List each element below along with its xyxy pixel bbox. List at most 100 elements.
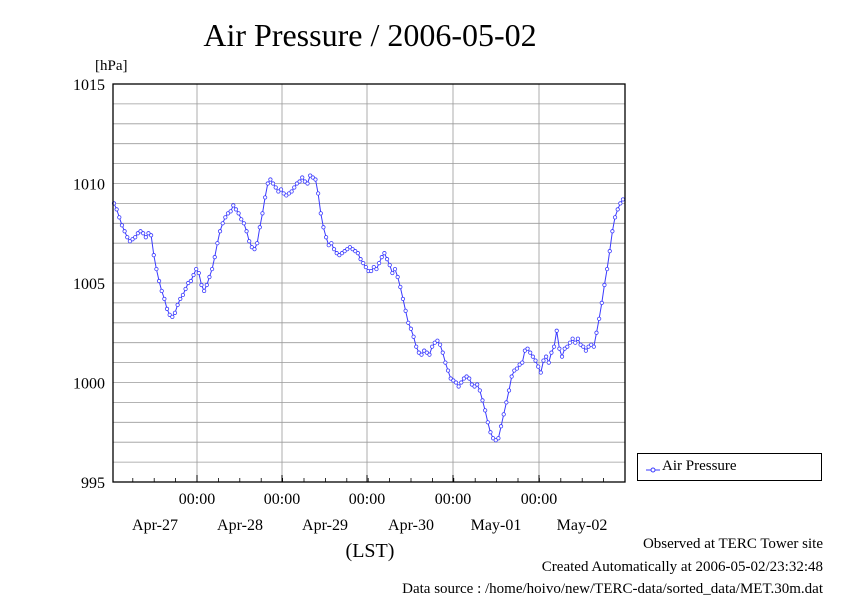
data-point xyxy=(551,344,557,349)
data-point xyxy=(390,270,395,276)
data-point xyxy=(199,282,204,288)
data-point xyxy=(180,292,186,298)
legend: Air Pressure xyxy=(637,453,822,481)
axis-ticks xyxy=(132,475,626,482)
data-point xyxy=(196,270,201,276)
data-point xyxy=(149,233,154,238)
data-point xyxy=(146,231,151,236)
data-point xyxy=(138,229,143,234)
data-point xyxy=(411,334,416,339)
data-point xyxy=(117,215,122,220)
data-point xyxy=(186,280,191,286)
data-point xyxy=(334,251,339,256)
data-point xyxy=(289,189,294,194)
data-point xyxy=(453,380,459,385)
data-point xyxy=(172,310,178,315)
data-point xyxy=(263,195,268,200)
data-point xyxy=(400,296,406,302)
data-point xyxy=(544,354,549,359)
y-tick-labels: 995 1000 1005 1010 1015 xyxy=(73,77,105,492)
x-date-label: Apr-29 xyxy=(302,517,348,534)
data-point xyxy=(451,378,456,383)
data-point xyxy=(194,266,199,272)
data-point xyxy=(326,243,331,248)
data-point xyxy=(602,282,607,288)
data-point xyxy=(445,368,451,373)
data-point xyxy=(536,364,541,369)
data-point xyxy=(422,348,427,353)
data-point xyxy=(567,340,573,345)
y-axis-unit-label: [hPa] xyxy=(95,58,128,74)
data-point xyxy=(554,328,559,333)
data-point xyxy=(586,344,591,349)
x-date-label: Apr-27 xyxy=(132,517,178,534)
data-point xyxy=(414,344,419,349)
data-point xyxy=(371,264,376,270)
data-point xyxy=(416,350,421,355)
data-point xyxy=(599,300,604,305)
chart-title: Air Pressure / 2006-05-02 xyxy=(203,17,536,53)
data-point xyxy=(265,181,270,186)
data-point xyxy=(281,191,286,196)
data-point xyxy=(170,314,175,319)
data-point xyxy=(456,384,461,389)
data-point xyxy=(164,306,170,311)
data-point xyxy=(342,249,347,254)
data-point xyxy=(310,175,315,180)
data-point xyxy=(188,278,193,284)
data-point xyxy=(159,288,164,294)
data-point xyxy=(369,268,374,274)
data-point xyxy=(583,348,588,353)
data-point xyxy=(565,344,570,349)
data-point xyxy=(302,179,307,184)
data-point xyxy=(379,255,384,260)
data-point xyxy=(437,342,443,347)
plot-frame xyxy=(112,83,626,483)
x-time-label: 00:00 xyxy=(435,491,471,508)
data-point xyxy=(493,438,498,443)
data-point xyxy=(520,360,525,365)
data-point xyxy=(475,382,480,387)
data-point xyxy=(594,330,599,335)
data-point xyxy=(154,266,159,272)
data-point xyxy=(488,430,493,435)
data-point xyxy=(236,211,241,216)
data-point xyxy=(559,354,565,359)
data-point xyxy=(268,177,273,182)
data-point xyxy=(506,388,512,393)
data-point xyxy=(143,235,148,240)
data-point xyxy=(392,266,398,272)
data-point xyxy=(530,354,535,359)
data-point xyxy=(517,362,522,367)
data-point xyxy=(297,179,302,184)
data-point xyxy=(217,229,223,234)
data-point xyxy=(260,211,265,216)
data-point xyxy=(620,197,626,202)
data-point xyxy=(318,211,323,216)
y-tick-label: 1015 xyxy=(73,77,105,94)
data-point xyxy=(618,201,623,206)
data-point xyxy=(212,255,217,260)
source-note: Data source : /home/hoivo/new/TERC-data/… xyxy=(402,581,823,597)
data-point xyxy=(353,249,358,254)
data-point xyxy=(273,185,278,190)
data-point xyxy=(127,239,133,244)
data-point xyxy=(464,374,469,379)
data-point xyxy=(278,187,284,192)
data-point xyxy=(358,257,363,262)
x-time-label: 00:00 xyxy=(521,491,557,508)
data-point xyxy=(490,436,496,441)
data-point xyxy=(387,262,392,268)
created-note: Created Automatically at 2006-05-02/23:3… xyxy=(541,559,823,575)
data-point xyxy=(141,231,146,236)
x-date-label: Apr-28 xyxy=(217,517,263,534)
y-tick-label: 1010 xyxy=(73,177,105,194)
data-point xyxy=(313,177,318,182)
data-point xyxy=(430,344,435,349)
data-point xyxy=(178,296,183,302)
data-point xyxy=(292,185,297,190)
data-point xyxy=(514,366,520,371)
data-point xyxy=(316,191,321,196)
data-point xyxy=(610,229,615,234)
